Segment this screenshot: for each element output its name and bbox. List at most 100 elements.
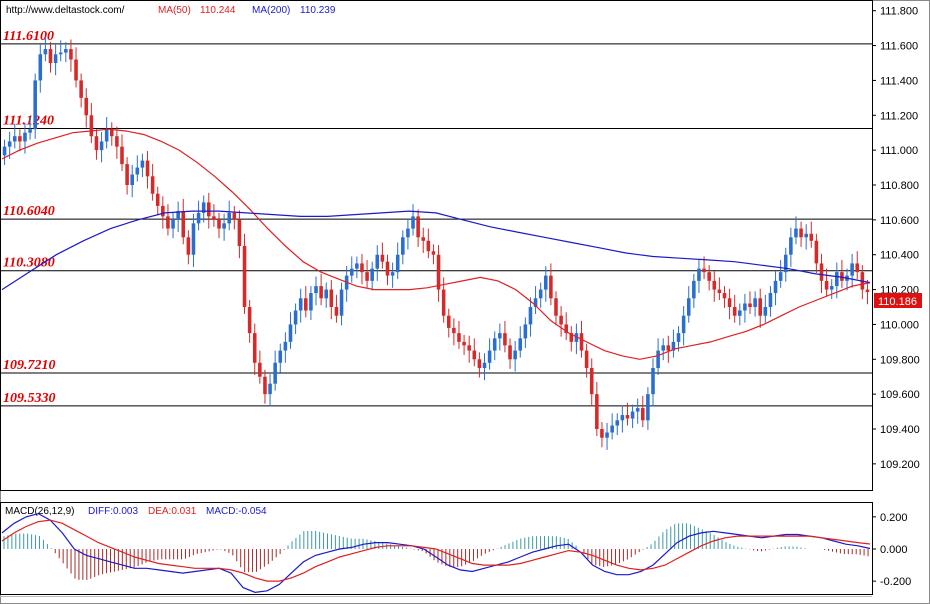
candle-body [646, 394, 650, 421]
price-tick-label: 111.400 [880, 75, 918, 87]
candle-body [58, 52, 63, 55]
candle-body [681, 315, 686, 334]
candle-body [28, 129, 32, 133]
candle-body [462, 341, 466, 346]
candle-body [304, 298, 308, 311]
candle-body [426, 240, 431, 252]
candle-body [441, 289, 446, 316]
candle-body [237, 219, 242, 246]
candle-body [406, 228, 410, 238]
candle-body [707, 272, 711, 281]
candle-body [508, 345, 512, 360]
candle-body [385, 261, 390, 276]
candle-body [334, 307, 339, 316]
candle-body [227, 212, 231, 224]
candle-body [176, 211, 180, 220]
candle-body [89, 115, 94, 137]
price-tick-label: 110.800 [880, 180, 919, 192]
candle-body [717, 289, 722, 294]
price-tick-label: 111.200 [880, 110, 918, 122]
candle-body [69, 49, 73, 60]
candle-body [298, 298, 303, 311]
level-label: 109.5330 [3, 391, 56, 406]
candle-body [375, 254, 380, 269]
macd-plot: 0.200 0.000 -0.200 [1, 512, 911, 594]
candle-body [666, 345, 671, 351]
candle-body [12, 136, 17, 142]
candle-body [840, 272, 844, 281]
candle-body [850, 263, 854, 276]
candle-body [865, 289, 870, 293]
level-label: 110.6040 [3, 204, 55, 219]
candle-body [651, 368, 655, 395]
candle-body [150, 176, 155, 194]
candle-body [748, 303, 752, 307]
level-label: 109.7210 [3, 358, 56, 373]
ma50-line [1, 128, 871, 360]
macd-dea-value: DEA:0.031 [148, 506, 197, 517]
candle-body [18, 136, 22, 142]
candle-body [656, 350, 660, 368]
candle-body [543, 275, 548, 290]
candle-body [824, 280, 829, 290]
candle-body [186, 237, 191, 255]
macd-tick-label: 0.000 [880, 544, 908, 556]
candle-body [620, 415, 625, 421]
candle-body [283, 341, 288, 351]
candle-body [370, 268, 374, 281]
candle-body [125, 164, 129, 185]
candle-body [191, 223, 196, 255]
candle-body [518, 338, 523, 351]
candle-body [314, 286, 318, 294]
candle-body [686, 298, 691, 316]
candle-body [99, 141, 104, 151]
current-price-label: 110.186 [878, 296, 917, 308]
candle-body [421, 237, 426, 241]
candle-body [319, 286, 323, 299]
candle-body [763, 307, 768, 316]
ma50-label: MA(50) [158, 5, 191, 16]
candle-body [201, 202, 206, 213]
candle-body [589, 368, 594, 395]
candle-body [411, 216, 415, 229]
candle-body [549, 275, 553, 299]
macd-diff-value: DIFF:0.003 [88, 506, 138, 517]
candle-body [217, 219, 221, 229]
candle-body [94, 136, 99, 151]
macd-diff-line [1, 512, 871, 594]
candle-body [207, 202, 211, 217]
candle-body [293, 310, 298, 325]
candle-body [33, 80, 37, 130]
current-price-tag: 110.186 [874, 293, 922, 308]
candle-body [104, 129, 109, 142]
candle-body [702, 268, 706, 273]
price-tick-label: 110.400 [880, 250, 919, 262]
candle-body [130, 174, 134, 185]
moving-averages [1, 128, 871, 360]
candle-body [722, 293, 727, 299]
candle-body [753, 298, 757, 307]
candle-body [43, 49, 48, 55]
candle-body [783, 254, 788, 273]
macd-macd-value: MACD:-0.054 [206, 506, 267, 517]
candle-body [513, 350, 517, 360]
candle-body [661, 345, 665, 351]
candle-body [212, 216, 216, 220]
price-tick-label: 109.200 [880, 459, 920, 471]
candle-body [528, 307, 533, 325]
ma50-value: 110.244 [200, 5, 236, 16]
candle-body [482, 362, 487, 368]
candle-body [339, 289, 344, 316]
candles [2, 36, 870, 450]
candle-body [380, 254, 385, 262]
candle-body [855, 263, 860, 273]
candle-body [401, 237, 405, 255]
candle-body [38, 54, 43, 81]
candle-body [503, 333, 507, 346]
candle-body [309, 293, 313, 311]
candle-body [355, 263, 359, 269]
candle-body [727, 298, 732, 307]
macd-dea-line [1, 519, 871, 582]
candle-body [446, 315, 451, 328]
site-url: http://www.deltastock.com/ [6, 5, 125, 16]
